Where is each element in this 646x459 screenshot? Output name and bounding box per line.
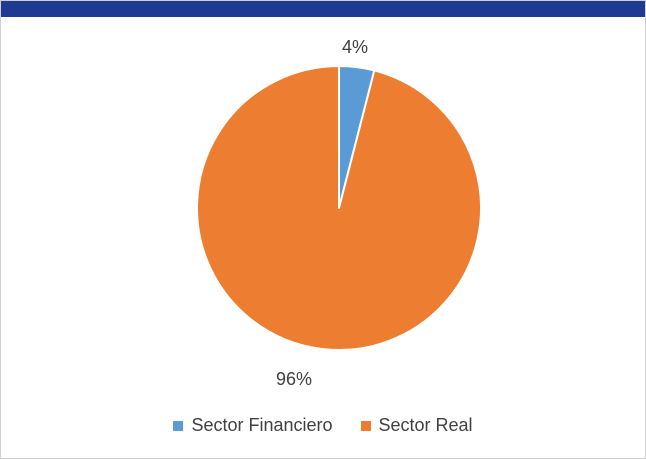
pie-slices (196, 65, 482, 351)
legend-swatch-sector-real (360, 420, 371, 431)
legend-label-sector-financiero: Sector Financiero (191, 415, 333, 435)
legend: Sector Financiero Sector Real (1, 415, 645, 436)
legend-swatch-sector-financiero (173, 420, 184, 431)
data-label-sector-financiero: 4% (342, 37, 368, 57)
legend-label-sector-real: Sector Real (378, 415, 473, 435)
data-label-sector-real: 96% (276, 369, 312, 389)
header-bar (1, 1, 645, 17)
legend-item-sector-financiero: Sector Financiero (173, 415, 333, 436)
pie-slice-sector-real (196, 65, 482, 351)
legend-item-sector-real: Sector Real (360, 415, 473, 436)
